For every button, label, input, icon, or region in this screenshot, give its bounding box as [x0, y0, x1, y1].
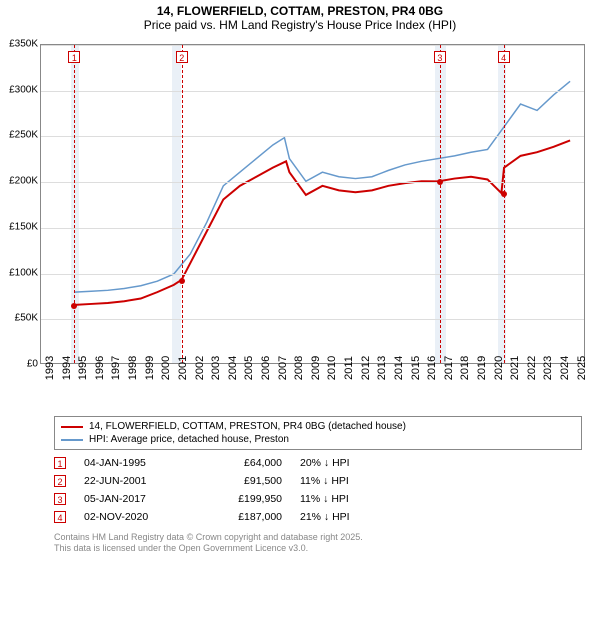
line-series-layer — [41, 45, 584, 363]
x-axis-label: 2015 — [410, 356, 422, 380]
x-axis-label: 2022 — [526, 356, 538, 380]
x-axis-label: 2023 — [542, 356, 554, 380]
y-axis-label: £100K — [0, 267, 38, 278]
x-axis-label: 2005 — [243, 356, 255, 380]
sale-dot — [71, 303, 77, 309]
sale-date: 05-JAN-2017 — [84, 493, 184, 505]
x-axis-label: 1994 — [61, 356, 73, 380]
sales-row: 4 02-NOV-2020 £187,000 21% ↓ HPI — [54, 508, 582, 526]
sale-marker-box: 4 — [498, 51, 510, 63]
sale-dot — [179, 278, 185, 284]
legend-swatch — [61, 426, 83, 428]
sale-marker-box: 1 — [68, 51, 80, 63]
x-axis-label: 2012 — [360, 356, 372, 380]
sale-delta: 21% ↓ HPI — [300, 511, 390, 523]
sale-marker: 4 — [54, 511, 66, 523]
x-axis-label: 1999 — [144, 356, 156, 380]
sale-marker: 1 — [54, 457, 66, 469]
sales-row: 1 04-JAN-1995 £64,000 20% ↓ HPI — [54, 454, 582, 472]
sale-vline — [504, 45, 505, 363]
gridline — [41, 45, 584, 46]
x-axis-label: 1998 — [127, 356, 139, 380]
y-axis-label: £200K — [0, 176, 38, 187]
x-axis-label: 2016 — [426, 356, 438, 380]
sale-delta: 11% ↓ HPI — [300, 475, 390, 487]
chart-area: 1 2 3 4 £0 £50K £100K £150K £200K £250K £300K £350… — [0, 34, 600, 414]
gridline — [41, 182, 584, 183]
footer-line: This data is licensed under the Open Gov… — [54, 543, 582, 554]
x-axis-label: 1997 — [110, 356, 122, 380]
x-axis-label: 2006 — [260, 356, 272, 380]
chart-header: 14, FLOWERFIELD, COTTAM, PRESTON, PR4 0B… — [0, 0, 600, 34]
y-axis-label: £50K — [0, 313, 38, 324]
gridline — [41, 319, 584, 320]
x-axis-label: 2024 — [559, 356, 571, 380]
plot-region: 1 2 3 4 — [40, 44, 585, 364]
gridline — [41, 136, 584, 137]
x-axis-label: 2020 — [493, 356, 505, 380]
legend-row: HPI: Average price, detached house, Pres… — [61, 433, 575, 446]
y-axis-label: £250K — [0, 130, 38, 141]
x-axis-label: 2025 — [576, 356, 588, 380]
sale-marker-box: 3 — [434, 51, 446, 63]
sale-price: £91,500 — [202, 475, 282, 487]
footer-line: Contains HM Land Registry data © Crown c… — [54, 532, 582, 543]
x-axis-label: 1996 — [94, 356, 106, 380]
y-axis-label: £0 — [0, 359, 38, 370]
sale-delta: 20% ↓ HPI — [300, 457, 390, 469]
x-axis-label: 2014 — [393, 356, 405, 380]
gridline — [41, 228, 584, 229]
x-axis-label: 1995 — [77, 356, 89, 380]
x-axis-label: 2021 — [509, 356, 521, 380]
x-axis-label: 2011 — [343, 356, 355, 380]
sales-table: 1 04-JAN-1995 £64,000 20% ↓ HPI 2 22-JUN-2001… — [54, 454, 582, 526]
legend-swatch — [61, 439, 83, 441]
sale-marker: 3 — [54, 493, 66, 505]
x-axis-label: 2004 — [227, 356, 239, 380]
sale-date: 02-NOV-2020 — [84, 511, 184, 523]
x-axis-label: 2002 — [194, 356, 206, 380]
x-axis-label: 2000 — [160, 356, 172, 380]
attribution-footer: Contains HM Land Registry data © Crown c… — [54, 532, 582, 554]
chart-title: 14, FLOWERFIELD, COTTAM, PRESTON, PR4 0B… — [0, 4, 600, 18]
sale-date: 04-JAN-1995 — [84, 457, 184, 469]
sale-vline — [440, 45, 441, 363]
sale-price: £187,000 — [202, 511, 282, 523]
sale-vline — [182, 45, 183, 363]
chart-subtitle: Price paid vs. HM Land Registry's House … — [0, 18, 600, 32]
y-axis-label: £350K — [0, 39, 38, 50]
x-axis-label: 1993 — [44, 356, 56, 380]
sale-date: 22-JUN-2001 — [84, 475, 184, 487]
sales-row: 3 05-JAN-2017 £199,950 11% ↓ HPI — [54, 490, 582, 508]
sale-dot — [501, 191, 507, 197]
sale-price: £199,950 — [202, 493, 282, 505]
sales-row: 2 22-JUN-2001 £91,500 11% ↓ HPI — [54, 472, 582, 490]
series-property — [75, 140, 570, 304]
x-axis-label: 2013 — [376, 356, 388, 380]
sale-dot — [437, 179, 443, 185]
x-axis-label: 2019 — [476, 356, 488, 380]
x-axis-label: 2018 — [459, 356, 471, 380]
sale-vline — [74, 45, 75, 363]
gridline — [41, 274, 584, 275]
x-axis-label: 2017 — [443, 356, 455, 380]
x-axis-label: 2009 — [310, 356, 322, 380]
gridline — [41, 91, 584, 92]
sale-marker-box: 2 — [176, 51, 188, 63]
legend-row: 14, FLOWERFIELD, COTTAM, PRESTON, PR4 0B… — [61, 420, 575, 433]
legend: 14, FLOWERFIELD, COTTAM, PRESTON, PR4 0B… — [54, 416, 582, 450]
sale-marker: 2 — [54, 475, 66, 487]
sale-price: £64,000 — [202, 457, 282, 469]
x-axis-label: 2001 — [177, 356, 189, 380]
y-axis-label: £300K — [0, 84, 38, 95]
x-axis-label: 2008 — [293, 356, 305, 380]
sale-delta: 11% ↓ HPI — [300, 493, 390, 505]
x-axis-label: 2007 — [277, 356, 289, 380]
x-axis-label: 2003 — [210, 356, 222, 380]
legend-label: HPI: Average price, detached house, Pres… — [89, 434, 289, 445]
y-axis-label: £150K — [0, 221, 38, 232]
legend-label: 14, FLOWERFIELD, COTTAM, PRESTON, PR4 0B… — [89, 421, 406, 432]
x-axis-label: 2010 — [326, 356, 338, 380]
